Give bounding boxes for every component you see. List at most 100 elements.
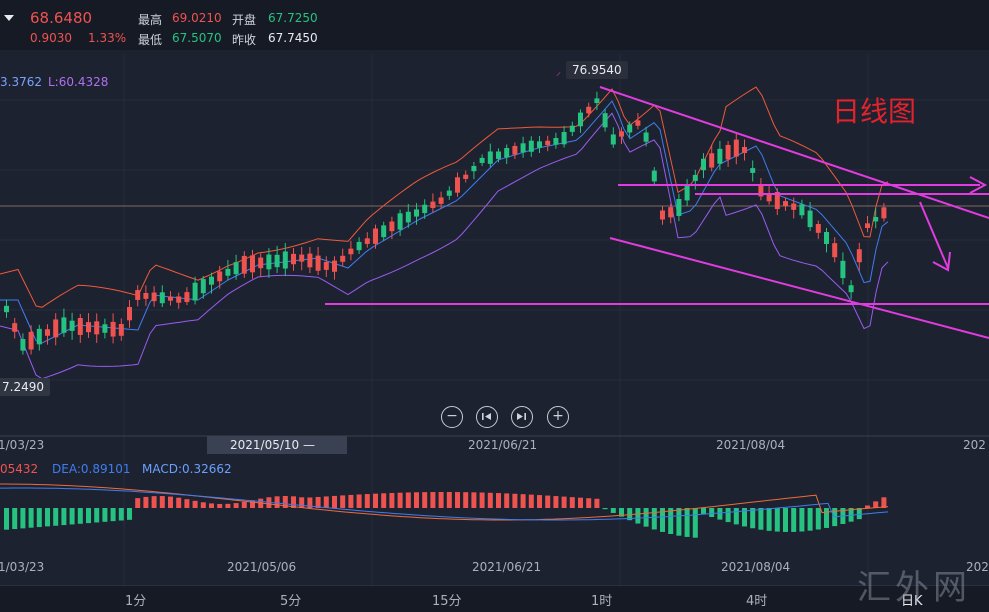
zoom-in-icon[interactable]: + — [547, 406, 569, 428]
x-tick-main-4: 202 — [963, 438, 986, 452]
timeframe-bar — [0, 585, 989, 612]
arrowhead-down — [932, 251, 951, 272]
trendline-upper — [599, 86, 989, 219]
trendlines — [325, 86, 989, 339]
macd-histogram-bar — [463, 492, 469, 508]
arrow-down-line — [919, 201, 949, 269]
macd-histogram-bar — [381, 493, 387, 508]
candle-body — [184, 292, 190, 303]
open-label: 开盘 — [232, 13, 257, 27]
boll-upper-line — [0, 86, 889, 308]
macd-histogram-bar — [496, 493, 501, 508]
macd-histogram-bar — [397, 492, 403, 508]
candle-body — [586, 106, 592, 114]
boll-upper-text: 3.3762 — [0, 75, 42, 89]
candle-body — [266, 254, 272, 270]
candle-body — [479, 157, 485, 163]
candle-body — [627, 124, 633, 133]
x-tick-macd-4: 202 — [966, 560, 989, 574]
macd-histogram-bar — [561, 496, 567, 508]
macd-histogram-bar — [824, 508, 829, 528]
macd-histogram-bar — [766, 508, 772, 531]
candle-body — [832, 243, 838, 258]
candle-body — [840, 260, 846, 279]
macd-histogram-bar — [479, 492, 485, 508]
candle-body — [381, 225, 387, 238]
candle-body — [217, 271, 223, 282]
candle-body — [578, 112, 583, 127]
macd-histogram-bar — [487, 492, 493, 508]
step-forward-icon[interactable] — [511, 406, 533, 428]
candle-body — [692, 174, 698, 181]
timeframe-1m[interactable]: 1分 — [125, 594, 147, 609]
candle-body — [512, 145, 518, 155]
candle-body — [815, 224, 821, 233]
candle-body — [86, 322, 91, 333]
macd-histogram-bar — [520, 494, 526, 508]
candle-body — [192, 282, 198, 301]
quote-header: 68.6480 0.9030 1.33% 最高 69.0210 开盘 67.72… — [0, 0, 989, 50]
annotation-daily-chart: 日线图 — [832, 95, 917, 128]
prev-close-value: 67.7450 — [268, 31, 318, 45]
macd-histogram-bar — [340, 495, 346, 508]
candle-body — [733, 139, 739, 157]
candle-body — [291, 253, 296, 265]
macd-histogram-bar — [364, 494, 370, 508]
candle-body — [274, 254, 280, 268]
macd-histogram-bar — [750, 508, 756, 529]
candle-body — [200, 279, 206, 294]
macd-histogram-bar — [36, 508, 42, 528]
price-change-pct: 1.33% — [88, 31, 127, 45]
timeframe-15m[interactable]: 15分 — [432, 594, 462, 609]
macd-histogram-bar — [45, 508, 50, 527]
candle-body — [241, 255, 247, 274]
macd-histogram-bar — [471, 492, 477, 508]
candle-body — [12, 323, 18, 332]
macd-histogram-bar — [709, 508, 715, 517]
candle-body — [405, 211, 411, 223]
candle-body — [69, 320, 75, 331]
macd-histogram-bar — [184, 499, 190, 508]
zoom-out-icon[interactable]: − — [441, 406, 463, 428]
macd-histogram-bar — [69, 508, 75, 525]
macd-histogram-bar — [528, 494, 534, 508]
macd-histogram-bar — [28, 508, 34, 528]
candle-body — [151, 292, 157, 302]
step-back-icon[interactable] — [476, 406, 498, 428]
macd-histogram-bar — [807, 508, 813, 531]
macd-histogram-bar — [717, 508, 723, 520]
candle-body — [315, 255, 321, 271]
timeframe-1d[interactable]: 日K — [901, 594, 923, 609]
macd-histogram-bar — [405, 492, 411, 508]
timeframe-1h[interactable]: 1时 — [591, 594, 613, 609]
macd-histogram-bar — [176, 497, 182, 508]
macd-histogram-bar — [307, 497, 313, 508]
macd-histogram-bar — [282, 496, 288, 508]
candle-body — [282, 251, 288, 269]
candle-body — [209, 276, 214, 285]
macd-histogram-bar — [110, 508, 116, 522]
candle-body — [758, 185, 764, 197]
candle-body — [159, 292, 165, 304]
timeframe-5m[interactable]: 5分 — [280, 594, 302, 609]
candle-body — [610, 134, 616, 145]
dropdown-caret-icon[interactable] — [4, 15, 14, 21]
candle-body — [455, 177, 460, 193]
macd-histogram-bar — [20, 508, 26, 529]
macd-histogram-bar — [446, 492, 452, 508]
macd-histogram-bar — [102, 508, 108, 522]
macd-histogram-bar — [233, 503, 239, 508]
macd-histogram-bar — [250, 500, 255, 508]
macd-histogram-bar — [151, 496, 157, 508]
candle-body — [135, 290, 141, 300]
candle-body — [668, 207, 674, 218]
macd-dif-text: 05432 — [0, 462, 39, 476]
macd-histogram-bar — [209, 503, 214, 508]
macd-histogram-bar — [594, 498, 600, 508]
candle-body — [602, 113, 608, 128]
macd-histogram-bar — [684, 508, 690, 537]
candle-body — [528, 140, 534, 152]
timeframe-4h[interactable]: 4时 — [746, 594, 768, 609]
macd-histogram-bar — [578, 497, 583, 508]
macd-histogram-bar — [660, 508, 665, 532]
